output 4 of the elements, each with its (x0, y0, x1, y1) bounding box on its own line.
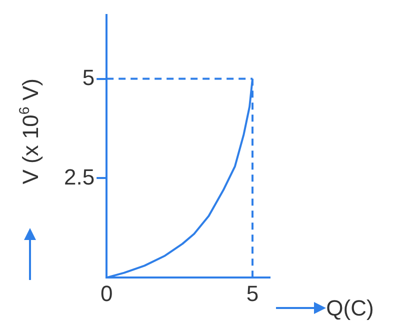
x-tick-label: 0 (100, 280, 113, 306)
x-axis-title: Q(C) (326, 296, 374, 321)
y-tick-label: 2.5 (64, 164, 95, 190)
y-axis-title: V (x 106 V) (17, 78, 43, 184)
